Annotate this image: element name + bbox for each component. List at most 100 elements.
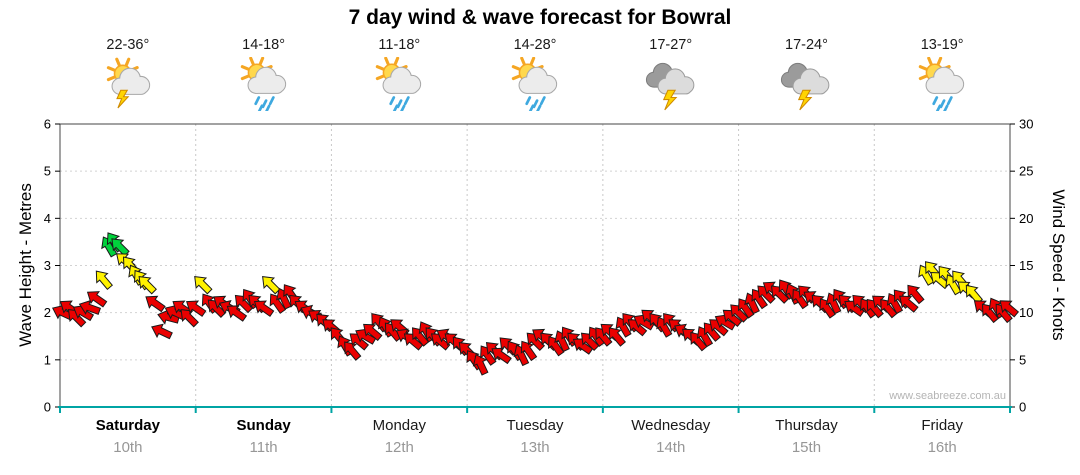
wind-arrow <box>866 298 884 319</box>
left-axis-tick-label: 3 <box>44 258 51 273</box>
day-date: 10th <box>113 439 143 456</box>
right-axis-tick-label: 10 <box>1019 305 1033 320</box>
sun-cloud-rain-icon <box>240 57 286 111</box>
right-axis-tick-label: 30 <box>1019 117 1033 132</box>
weather-icon-sun-cloud-rain <box>331 56 467 112</box>
wind-arrow <box>412 327 430 347</box>
day-name: Wednesday <box>631 417 711 434</box>
temperature-range: 14-18° <box>242 37 286 53</box>
weather-icon-sun-cloud-rain <box>467 56 603 112</box>
weather-icon-storm <box>739 56 875 112</box>
wind-arrow <box>999 300 1020 318</box>
wind-arrow <box>520 340 538 362</box>
wind-arrow <box>965 284 983 305</box>
weather-icon-sun-cloud-rain <box>196 56 332 112</box>
wind-arrow <box>72 305 95 322</box>
day-date: 14th <box>656 439 686 456</box>
wind-arrow <box>138 276 157 295</box>
wind-arrow <box>67 309 87 328</box>
wind-arrow <box>363 323 383 342</box>
right-axis-tick-label: 25 <box>1019 164 1033 179</box>
temperature-range: 22-36° <box>106 37 150 53</box>
wind-arrows-layer <box>51 232 1020 376</box>
right-axis-tick-label: 0 <box>1019 400 1026 415</box>
right-axis-tick-label: 20 <box>1019 211 1033 226</box>
right-axis-tick-label: 15 <box>1019 258 1033 273</box>
day-name: Saturday <box>95 417 160 434</box>
wind-arrow <box>95 270 113 291</box>
sun-cloud-storm-icon <box>106 57 151 109</box>
sun-cloud-rain-icon <box>918 57 965 111</box>
wind-arrow <box>627 319 648 337</box>
wind-arrow <box>703 322 721 342</box>
wind-arrow <box>730 304 749 323</box>
wind-arrow <box>186 300 207 317</box>
wind-arrow <box>722 309 743 327</box>
wind-arrow <box>262 276 281 295</box>
day-name: Friday <box>921 417 964 434</box>
wind-arrow <box>580 332 600 352</box>
day-column-monday: 11-18° <box>331 36 467 112</box>
forecast-days-footer: Saturday 10th Sunday 11th Monday 12th Tu… <box>60 417 1010 456</box>
day-date: 13th <box>520 439 550 456</box>
wind-arrow <box>349 333 370 351</box>
day-name: Sunday <box>236 417 291 434</box>
day-footer-tuesday: Tuesday 13th <box>467 417 603 456</box>
temperature-range: 17-27° <box>649 37 693 53</box>
day-date: 15th <box>791 439 822 456</box>
day-name: Monday <box>372 417 426 434</box>
wind-arrow <box>145 295 166 313</box>
weather-icon-sun-cloud-rain <box>874 56 1010 112</box>
wind-arrow <box>344 341 362 361</box>
wind-arrow <box>595 327 613 347</box>
wind-arrow <box>709 319 729 337</box>
wind-arrow <box>253 300 275 317</box>
chart-grid <box>60 124 1010 407</box>
wind-arrow <box>86 291 108 308</box>
day-column-sunday: 14-18° <box>196 36 332 112</box>
day-footer-friday: Friday 16th <box>874 417 1010 456</box>
wind-arrow <box>792 288 809 310</box>
sun-cloud-rain-icon <box>376 57 422 111</box>
day-column-wednesday: 17-27° <box>603 36 739 112</box>
page-title: 7 day wind & wave forecast for Bowral <box>348 6 732 29</box>
day-footer-saturday: Saturday 10th <box>60 417 196 456</box>
storm-icon <box>645 62 695 111</box>
day-name: Tuesday <box>506 417 564 434</box>
day-name: Thursday <box>775 417 838 434</box>
wind-arrow <box>226 305 248 322</box>
sun-cloud-rain-icon <box>511 57 558 111</box>
temperature-range: 14-28° <box>513 37 557 53</box>
right-axis-tick-label: 5 <box>1019 352 1026 367</box>
left-axis-tick-label: 6 <box>44 117 51 132</box>
day-footer-wednesday: Wednesday 14th <box>603 417 739 456</box>
weather-icon-storm <box>603 56 739 112</box>
wind-arrow <box>480 345 497 366</box>
wind-arrow <box>899 295 919 313</box>
day-date: 11th <box>249 439 278 456</box>
wind-arrow <box>78 299 102 315</box>
time-axis <box>58 406 1012 413</box>
day-column-friday: 13-19° <box>874 36 1010 112</box>
wind-arrow <box>151 323 173 340</box>
wind-arrow <box>111 238 130 257</box>
day-footer-sunday: Sunday 11th <box>196 417 332 456</box>
wind-arrow <box>751 288 768 310</box>
day-column-saturday: 22-36° <box>60 36 196 112</box>
left-axis-tick-label: 0 <box>44 400 51 415</box>
storm-icon <box>781 62 830 111</box>
day-footer-monday: Monday 12th <box>331 417 467 456</box>
wind-arrow <box>770 285 790 304</box>
watermark: www.seabreeze.com.au <box>889 390 1006 402</box>
left-axis-tick-label: 5 <box>44 164 51 179</box>
wind-speed-axis: 0 5 10 15 20 25 30 <box>1010 117 1033 415</box>
day-date: 16th <box>927 439 957 456</box>
forecast-days-header: 22-36° 14-18° 11-18° 14-28° 17-27° 17-24… <box>60 36 1010 112</box>
wave-height-axis: 0 1 2 3 4 5 6 <box>44 117 60 415</box>
left-axis-tick-label: 1 <box>44 352 51 367</box>
day-column-tuesday: 14-28° <box>467 36 603 112</box>
temperature-range: 11-18° <box>378 37 421 53</box>
day-date: 12th <box>384 439 414 456</box>
